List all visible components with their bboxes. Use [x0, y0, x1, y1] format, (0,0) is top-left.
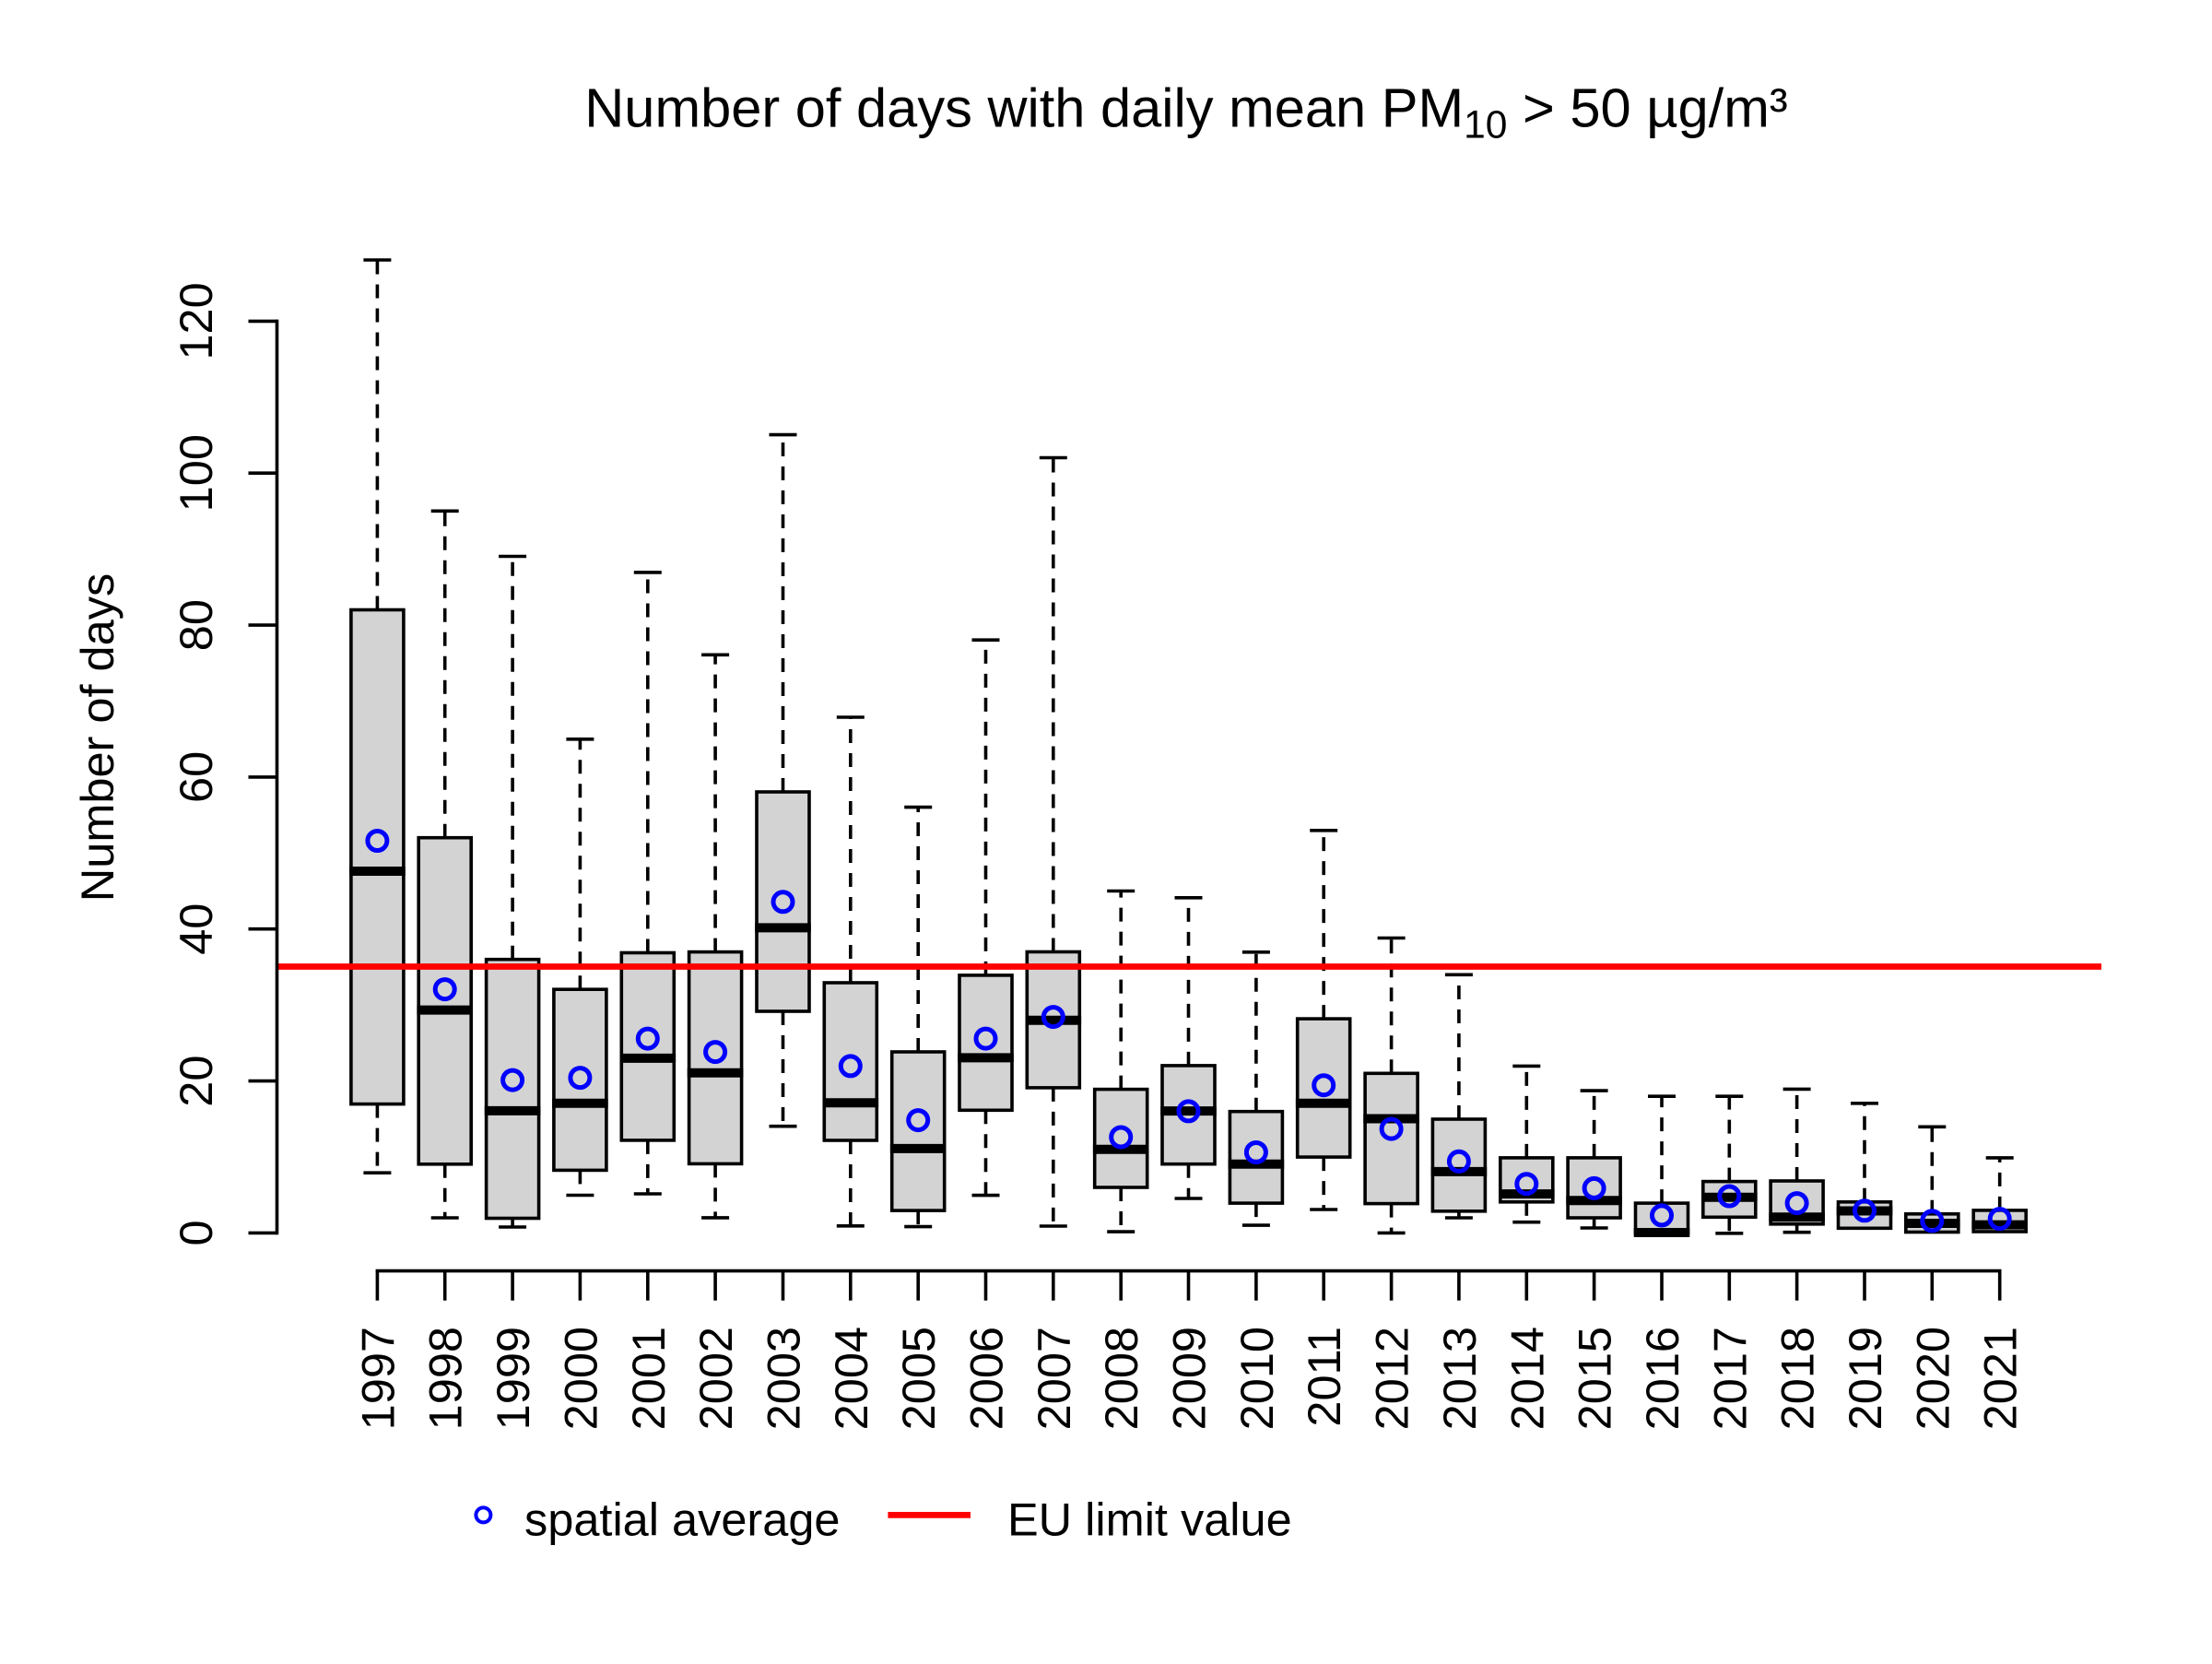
- svg-text:80: 80: [170, 599, 222, 651]
- svg-text:2002: 2002: [689, 1327, 742, 1430]
- svg-text:2017: 2017: [1703, 1327, 1756, 1430]
- svg-text:2013: 2013: [1433, 1327, 1486, 1430]
- svg-text:2019: 2019: [1839, 1327, 1891, 1430]
- svg-text:2005: 2005: [892, 1327, 945, 1430]
- svg-text:2008: 2008: [1095, 1327, 1147, 1430]
- svg-text:2003: 2003: [758, 1327, 810, 1430]
- svg-text:2018: 2018: [1771, 1327, 1824, 1430]
- svg-text:1998: 1998: [419, 1327, 472, 1430]
- svg-text:120: 120: [170, 282, 222, 360]
- svg-text:2007: 2007: [1028, 1327, 1080, 1430]
- svg-text:2021: 2021: [1974, 1327, 2027, 1430]
- svg-text:Number of days: Number of days: [71, 573, 124, 902]
- svg-text:0: 0: [170, 1220, 222, 1245]
- svg-text:1999: 1999: [487, 1327, 539, 1430]
- svg-text:2015: 2015: [1569, 1327, 1621, 1430]
- svg-text:60: 60: [170, 751, 222, 803]
- svg-text:2011: 2011: [1298, 1327, 1350, 1427]
- svg-text:1997: 1997: [351, 1327, 404, 1430]
- svg-text:2006: 2006: [960, 1327, 1013, 1430]
- svg-text:2009: 2009: [1163, 1327, 1216, 1430]
- svg-text:EU limit value: EU limit value: [1007, 1493, 1292, 1546]
- svg-text:2014: 2014: [1500, 1327, 1553, 1430]
- svg-text:2020: 2020: [1906, 1327, 1959, 1430]
- svg-text:Number of days with daily mean: Number of days with daily mean PM10 > 50…: [584, 77, 1787, 148]
- svg-text:100: 100: [170, 434, 222, 512]
- svg-text:2004: 2004: [825, 1327, 877, 1430]
- svg-text:spatial average: spatial average: [524, 1493, 841, 1546]
- svg-text:2016: 2016: [1636, 1327, 1688, 1430]
- svg-text:2001: 2001: [622, 1327, 675, 1430]
- svg-text:40: 40: [170, 903, 222, 955]
- svg-text:2012: 2012: [1366, 1327, 1418, 1430]
- svg-text:20: 20: [170, 1056, 222, 1107]
- svg-text:2010: 2010: [1230, 1327, 1283, 1430]
- svg-text:2000: 2000: [554, 1327, 606, 1430]
